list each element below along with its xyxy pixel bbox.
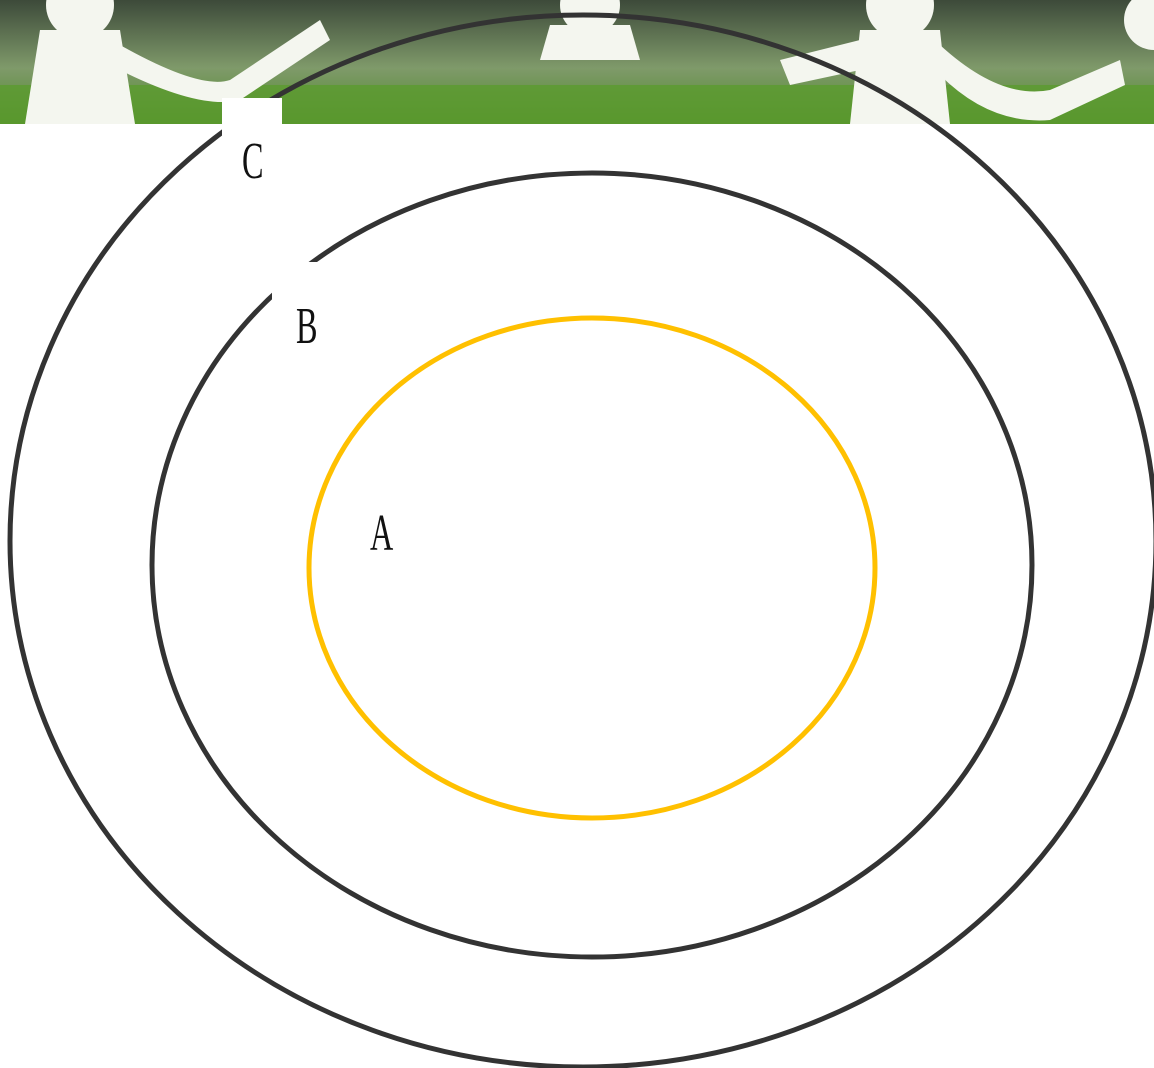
- ring-label: C: [242, 132, 264, 190]
- ring-inner: [309, 318, 875, 818]
- ring-label: B: [296, 297, 318, 355]
- diagram: C B A: [0, 0, 1154, 1068]
- banner: [0, 0, 1154, 124]
- ring-label: A: [370, 504, 393, 562]
